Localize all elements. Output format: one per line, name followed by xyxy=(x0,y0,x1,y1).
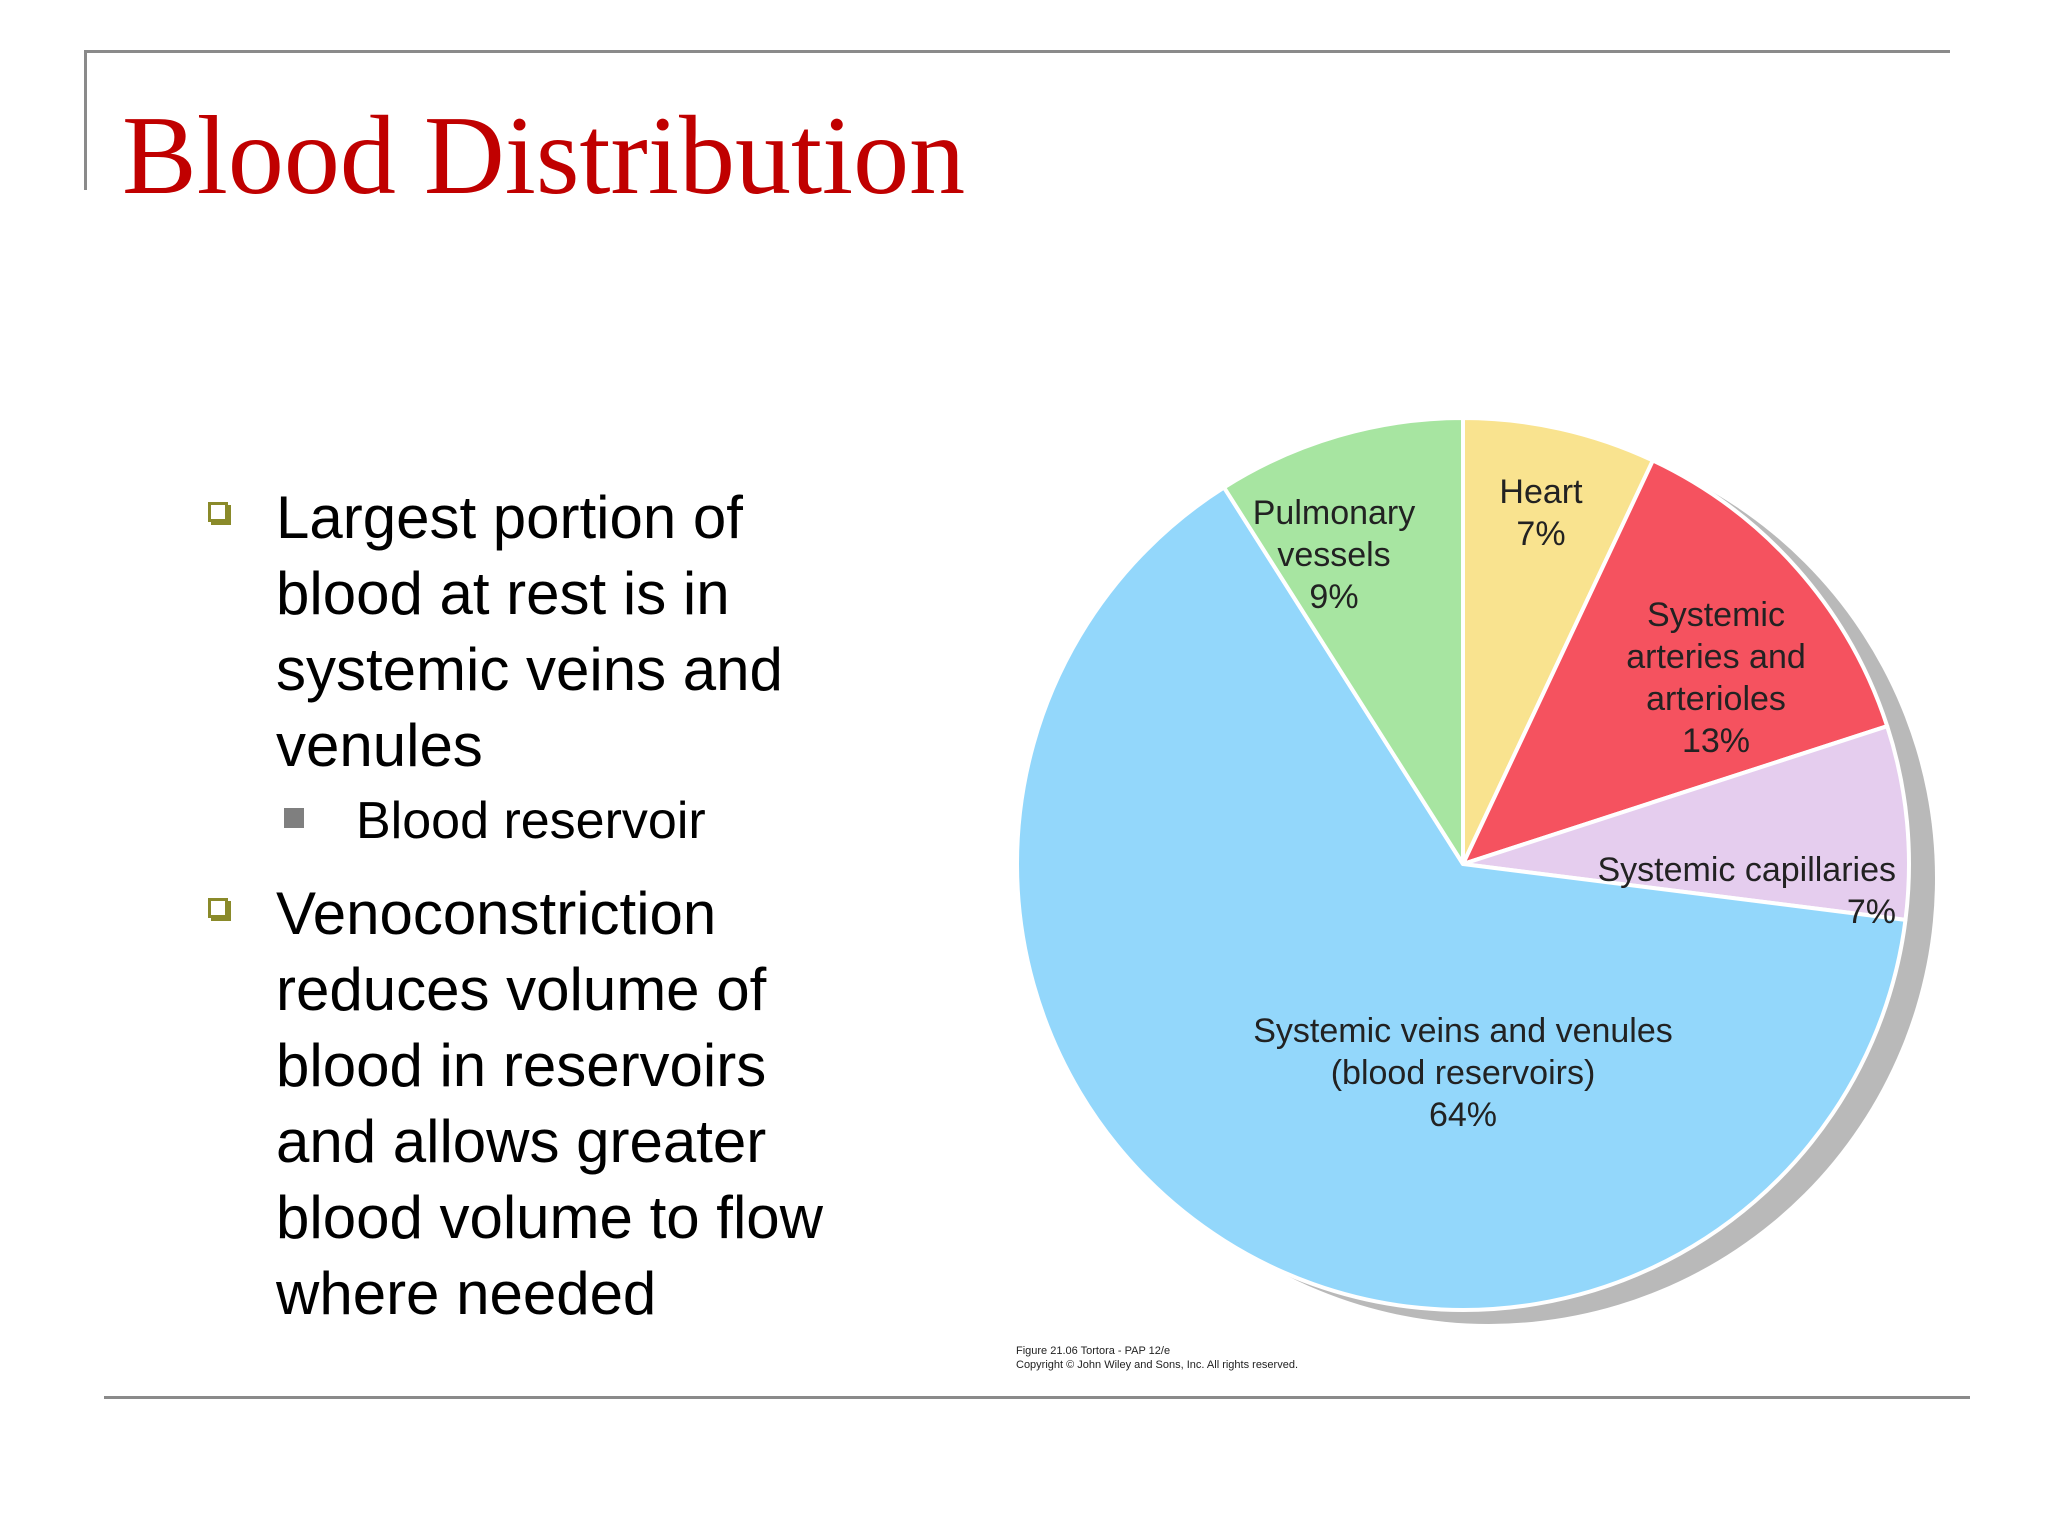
pie-slice-heart xyxy=(1461,416,1655,866)
caption-line-figure: Figure 21.06 Tortora - PAP 12/e xyxy=(1016,1345,1171,1357)
pie-slice-label: Systemic capillaries 7% xyxy=(1597,851,1896,931)
pie-slice-systemic-veins-and-venules-blood-reservoirs xyxy=(1015,485,1908,1312)
sub-bullet-text: Blood reservoir xyxy=(356,792,706,850)
bullet-list: Largest portion of blood at rest is in s… xyxy=(200,480,880,1332)
checkbox-bullet-icon xyxy=(208,502,228,522)
frame-bottom-rule xyxy=(104,1396,1970,1399)
pie-slice-systemic-capillaries xyxy=(1461,724,1911,922)
square-bullet-icon xyxy=(284,808,304,828)
pie-slice-label: Pulmonary vessels 9% xyxy=(1253,494,1416,616)
bullet-item: Venoconstriction reduces volume of blood… xyxy=(200,876,880,1332)
pie-slice-label: Systemic veins and venules (blood reservo… xyxy=(1253,1012,1673,1134)
checkbox-bullet-icon xyxy=(208,898,228,918)
pie-slice-label: Heart 7% xyxy=(1499,473,1583,553)
figure-caption: Figure 21.06 Tortora - PAP 12/e Copyrigh… xyxy=(1016,1344,1298,1372)
frame-top-rule xyxy=(84,50,1950,53)
sub-bullet-item: Blood reservoir xyxy=(200,788,880,854)
pie-slice-systemic-arteries-and-arterioles xyxy=(1461,458,1890,866)
bullet-text: Largest portion of blood at rest is in s… xyxy=(276,484,783,779)
slide-title: Blood Distribution xyxy=(122,94,966,218)
bullet-item: Largest portion of blood at rest is in s… xyxy=(200,480,880,784)
pie-slice-label: Systemic arteries and arterioles 13% xyxy=(1626,596,1806,760)
frame-left-rule xyxy=(84,50,87,190)
pie-slice-pulmonary-vessels xyxy=(1222,416,1465,866)
caption-line-copyright: Copyright © John Wiley and Sons, Inc. Al… xyxy=(1016,1359,1299,1371)
bullet-text: Venoconstriction reduces volume of blood… xyxy=(276,880,823,1327)
pie-chart-area: Heart 7% Systemic arteries and arterioles 13%… xyxy=(1000,400,1960,1380)
pie-chart: Heart 7% Systemic arteries and arterioles 13%… xyxy=(1015,416,1935,1324)
